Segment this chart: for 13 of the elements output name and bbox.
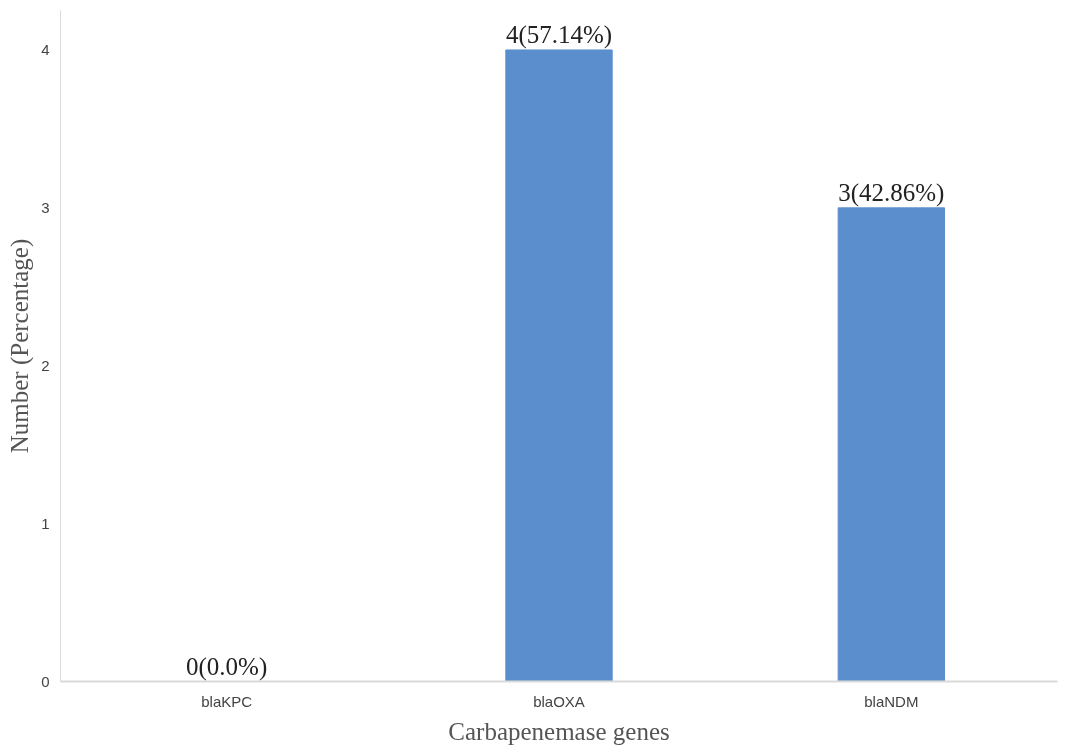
y-tick-label: 4 (41, 40, 50, 58)
x-tick-label: blaNDM (864, 692, 919, 710)
data-label: 4(57.14%) (505, 20, 613, 49)
y-tick-label: 3 (41, 198, 50, 216)
y-tick-label: 0 (41, 672, 50, 690)
x-axis-title: Carbapenemase genes (448, 717, 670, 745)
y-tick-label: 2 (41, 356, 50, 374)
data-label: 0(0.0%) (186, 652, 268, 681)
y-axis-title: Number (Percentage) (6, 238, 35, 454)
x-tick-label: blaOXA (533, 692, 585, 710)
x-tick-label: blaKPC (201, 692, 253, 710)
data-label: 3(42.86%) (838, 178, 945, 207)
y-tick-label: 1 (41, 514, 50, 532)
